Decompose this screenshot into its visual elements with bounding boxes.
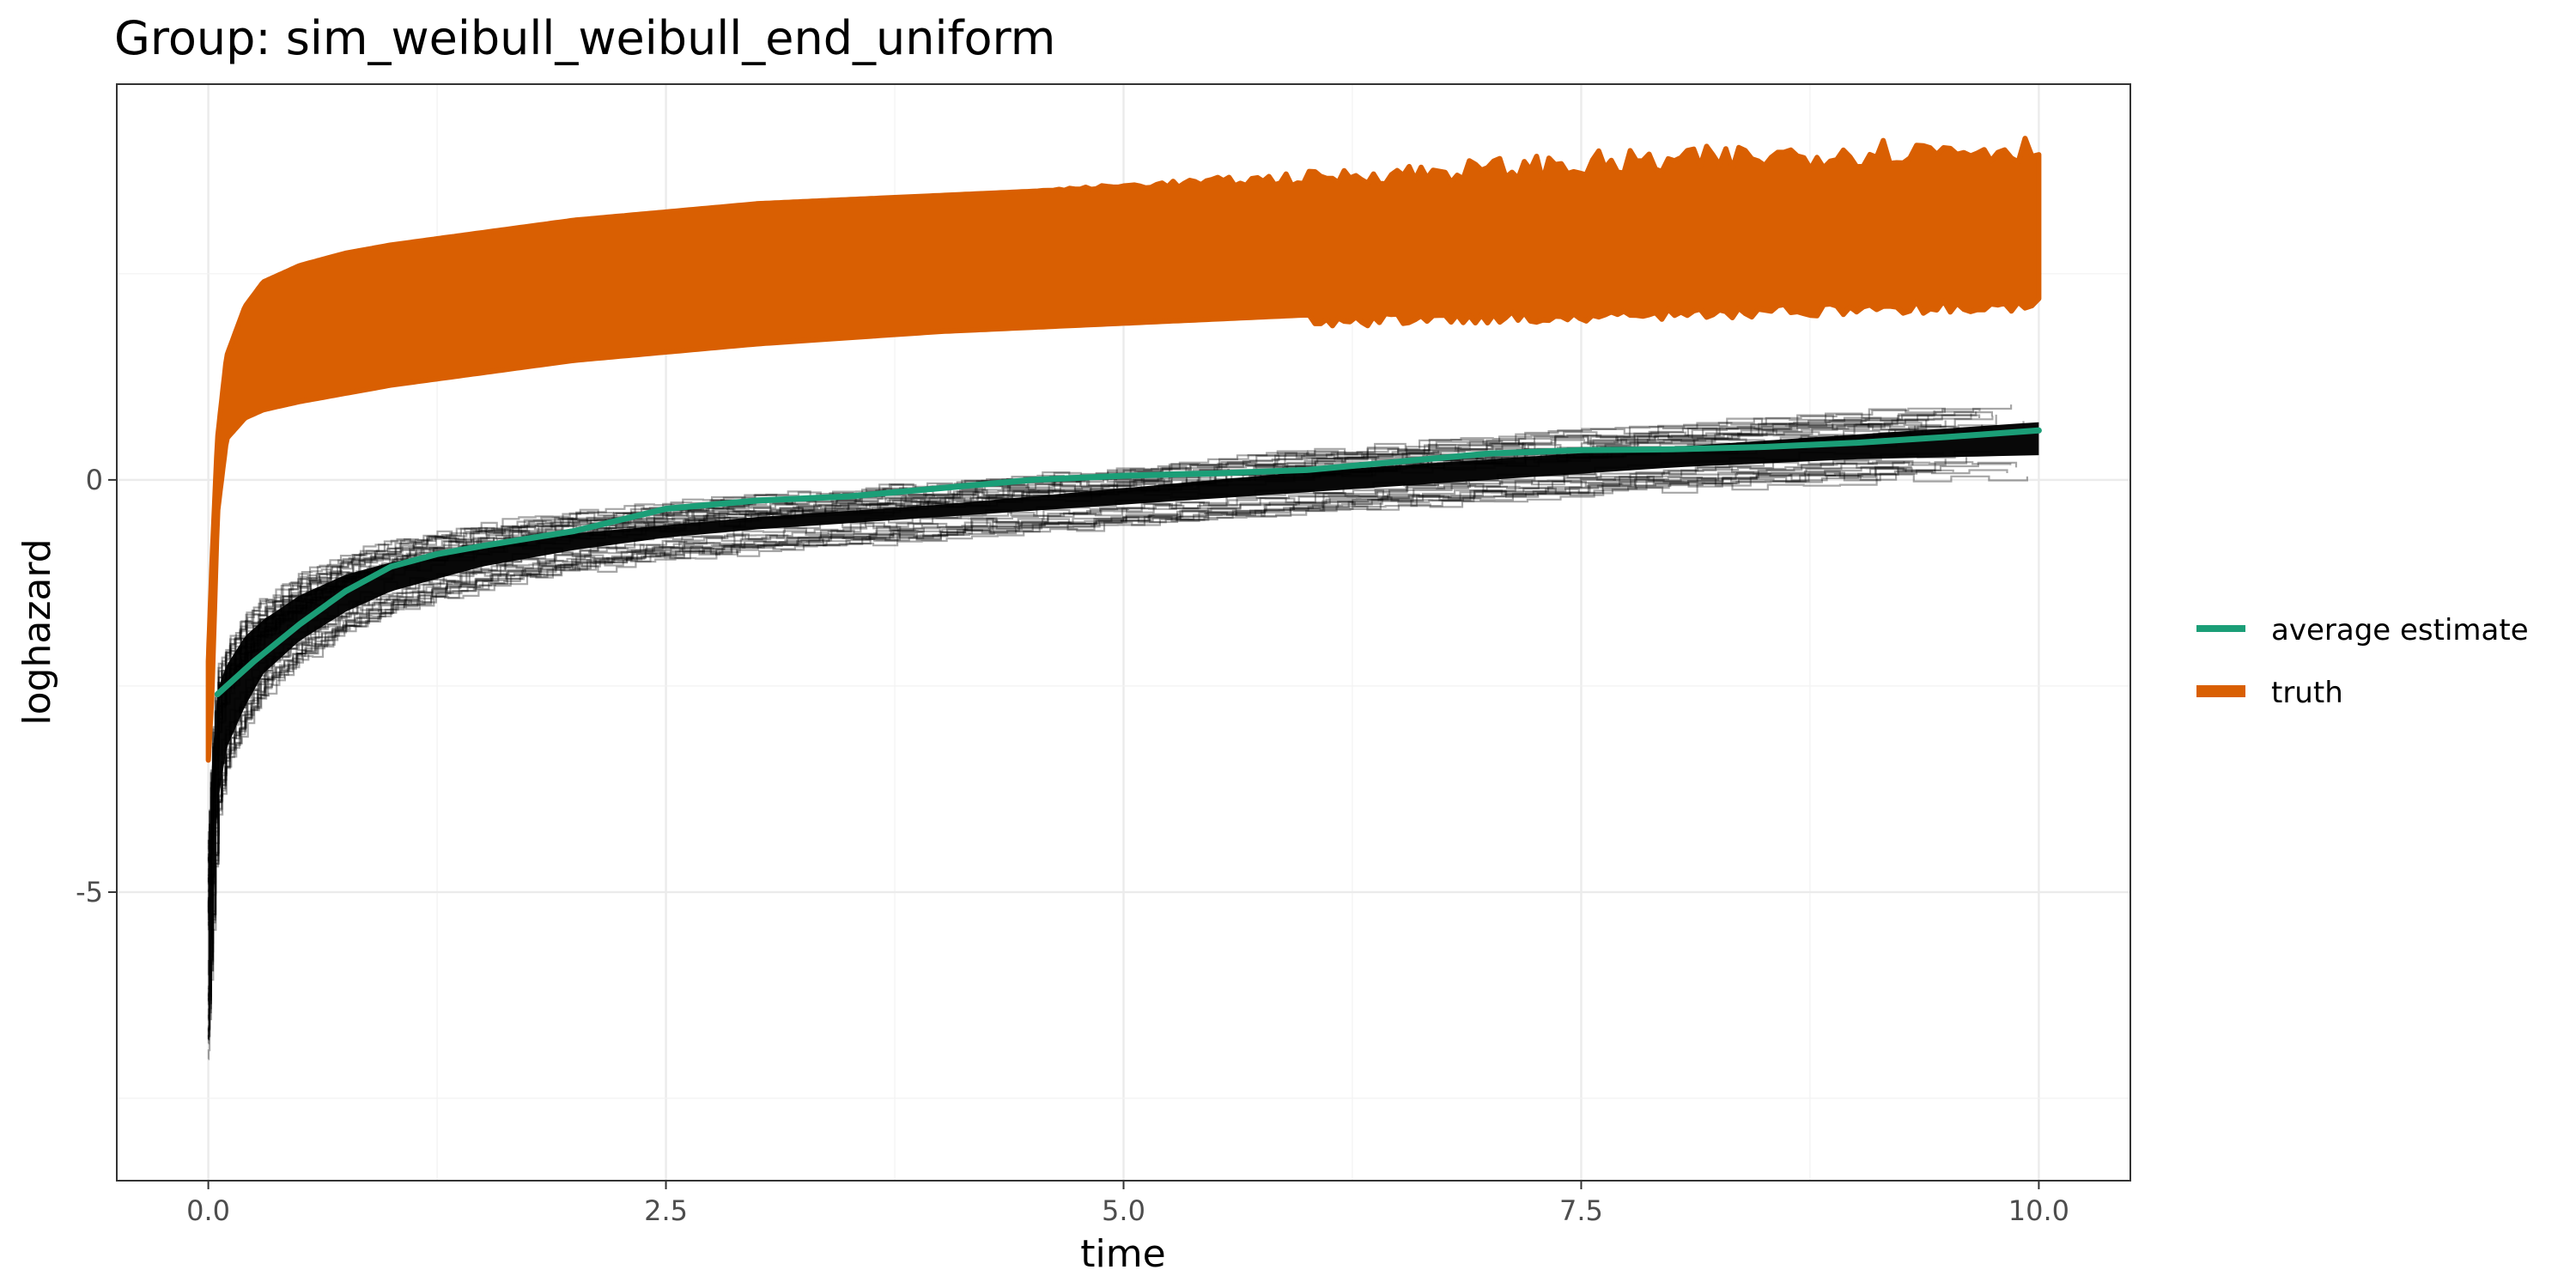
estimate-curve (207, 461, 2012, 1020)
legend-label-truth: truth (2271, 676, 2343, 710)
estimate-curve (207, 451, 1994, 990)
estimate-curve (207, 408, 1981, 846)
x-tick-label: 0.0 (186, 1194, 230, 1227)
average-estimate-line (214, 427, 2042, 697)
x-tick-label: 2.5 (644, 1194, 688, 1227)
y-tick-label: -5 (76, 876, 103, 908)
x-tick-label: 5.0 (1102, 1194, 1145, 1227)
estimate-curve (207, 469, 1954, 1041)
estimate-curve (207, 469, 2008, 1041)
estimate-curve (207, 459, 1905, 998)
average-estimate-layer (214, 427, 2042, 697)
y-axis-title: loghazard (15, 538, 59, 725)
chart-title: Group: sim_weibull_weibull_end_uniform (114, 11, 1055, 65)
estimate-curve (207, 465, 1912, 1030)
legend-label-average-estimate: average estimate (2271, 613, 2529, 647)
estimate-curve (207, 423, 1942, 886)
estimate-curve (207, 461, 2018, 1022)
estimate-curve (207, 440, 1898, 932)
estimate-curve (207, 467, 1913, 1033)
estimate-curve (207, 469, 1935, 1041)
y-axis: 0 -5 (76, 464, 117, 908)
x-tick-label: 10.0 (2008, 1194, 2069, 1227)
x-axis-title: time (1080, 1232, 1165, 1276)
estimate-curve (207, 460, 1914, 1003)
estimate-curve (207, 428, 2002, 921)
x-axis: 0.0 2.5 5.0 7.5 10.0 (186, 1181, 2069, 1227)
estimate-curve (207, 421, 2025, 914)
estimate-curve (207, 438, 1914, 927)
estimate-curve (207, 404, 2013, 851)
estimate-curve (207, 411, 1993, 861)
estimate-curve (207, 424, 1984, 914)
estimate-curve (207, 468, 1907, 1038)
estimate-curve (207, 429, 2026, 913)
estimate-curve (207, 473, 2028, 1060)
legend: average estimate truth (2196, 613, 2529, 710)
estimates-bundle (207, 404, 2039, 1060)
estimate-curve (207, 472, 1898, 1045)
estimate-curve (207, 427, 1993, 918)
y-tick-label: 0 (86, 464, 103, 496)
estimate-curve (207, 459, 1947, 1002)
truth-bundle (205, 136, 2042, 763)
x-tick-label: 7.5 (1559, 1194, 1603, 1227)
estimate-curve (207, 416, 1994, 884)
estimate-curve (207, 451, 1944, 976)
estimate-curve (207, 457, 1968, 1006)
estimate-curve (207, 429, 1897, 913)
truth-band (205, 136, 2042, 763)
